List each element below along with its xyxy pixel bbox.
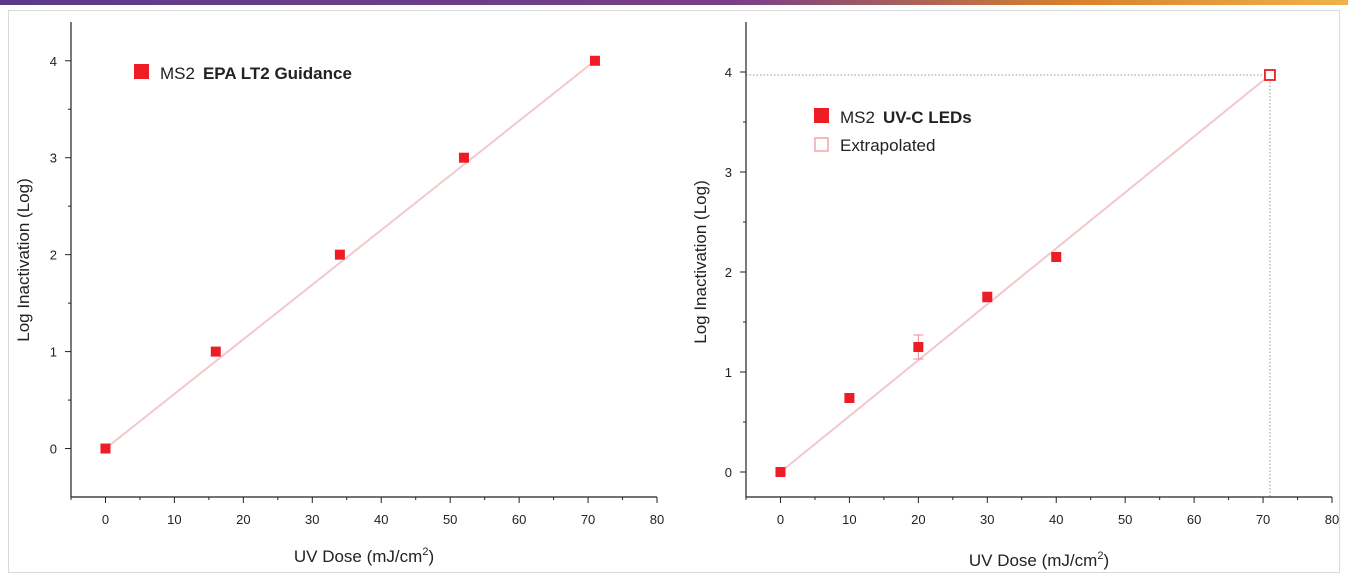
x-tick-label-left: 80 [650,512,664,527]
x-tick-label-left: 60 [512,512,526,527]
plot-area-right: 0 10 20 30 40 50 60 70 80 0 1 2 3 4 [725,22,1339,527]
legend-right: MS2 UV-C LEDs Extrapolated [814,108,972,155]
x-tick-label-right: 20 [911,512,925,527]
x-axis-title-left: UV Dose (mJ/cm2) [294,546,434,566]
legend-marker-right-extrapolated [814,137,829,152]
data-point-right [982,292,993,302]
legend-label-right-ms2: MS2 UV-C LEDs [840,108,972,127]
top-accent-bar [0,0,1348,5]
data-point-left [210,346,221,357]
legend-left: MS2 EPA LT2 Guidance [134,64,352,83]
x-tick-label-left: 30 [305,512,319,527]
legend-marker-right-ms2 [814,108,829,123]
fit-line-right [779,74,1271,473]
x-tick-label-left: 70 [581,512,595,527]
y-tick-label-right: 4 [725,65,732,80]
y-tick-label-right: 1 [725,365,732,380]
x-tick-label-right: 40 [1049,512,1063,527]
x-tick-label-right: 70 [1256,512,1270,527]
data-point-right [775,467,786,477]
x-tick-label-right: 60 [1187,512,1201,527]
x-tick-label-left: 50 [443,512,457,527]
y-tick-label-left: 1 [50,345,57,360]
data-point-left [458,152,469,163]
data-point-left [589,55,600,66]
data-point-right [1051,252,1062,262]
x-tick-label-left: 40 [374,512,388,527]
x-axis-title-right: UV Dose (mJ/cm2) [969,550,1109,570]
x-tick-label-right: 30 [980,512,994,527]
data-point-left [334,249,345,260]
y-tick-label-right: 3 [725,165,732,180]
x-tick-label-right: 0 [777,512,784,527]
x-tick-label-left: 0 [102,512,109,527]
fit-line-left [104,59,596,450]
y-tick-label-right: 0 [725,465,732,480]
x-tick-label-left: 20 [236,512,250,527]
plot-area-left: 0 10 20 30 40 50 60 70 80 0 1 2 3 4 [50,22,664,527]
x-tick-label-left: 10 [167,512,181,527]
figure-frame [8,10,1340,573]
y-tick-label-left: 2 [50,248,57,263]
legend-label-left: MS2 EPA LT2 Guidance [160,64,352,83]
y-axis-title-right: Log Inactivation (Log) [691,180,710,344]
x-tick-label-right: 80 [1325,512,1339,527]
data-point-right [913,342,924,352]
y-axis-title-left: Log Inactivation (Log) [14,178,33,342]
y-tick-label-left: 3 [50,151,57,166]
data-point-right [844,393,855,403]
legend-marker-left [134,64,149,79]
data-point-left [100,443,111,454]
x-tick-label-right: 50 [1118,512,1132,527]
legend-label-right-extrapolated: Extrapolated [840,136,935,155]
y-tick-label-left: 0 [50,442,57,457]
x-tick-label-right: 10 [842,512,856,527]
y-tick-label-left: 4 [50,54,57,69]
data-point-extrapolated [1264,69,1276,81]
y-tick-label-right: 2 [725,265,732,280]
